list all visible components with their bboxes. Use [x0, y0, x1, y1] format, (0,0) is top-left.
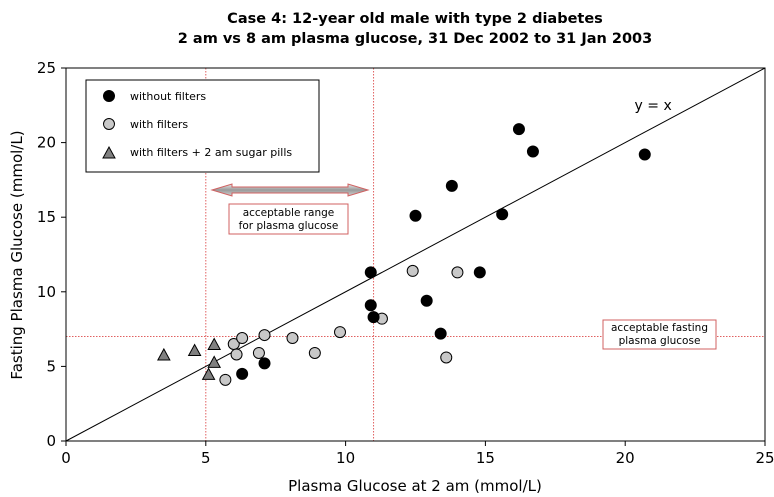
- data-point-without-filters: [496, 208, 509, 221]
- x-tick-label: 5: [201, 449, 211, 467]
- legend-marker-without-filters: [103, 90, 115, 102]
- data-point-without-filters: [512, 123, 525, 136]
- data-point-without-filters: [409, 209, 422, 222]
- x-tick-label: 0: [61, 449, 71, 467]
- identity-line-label: y = x: [635, 98, 672, 114]
- y-axis-label: Fasting Plasma Glucose (mmol/L): [8, 130, 26, 379]
- data-point-with-filters: [440, 351, 453, 364]
- range-annotation: acceptable range for plasma glucose: [228, 203, 349, 235]
- data-point-sugar-pills: [201, 367, 216, 380]
- y-axis: 0 5 10 15 20 25: [37, 59, 66, 450]
- legend-label-sugar-pills: with filters + 2 am sugar pills: [130, 146, 292, 159]
- double-arrow-icon: [210, 183, 370, 197]
- chart-subtitle: 2 am vs 8 am plasma glucose, 31 Dec 2002…: [178, 31, 652, 47]
- chart-title: Case 4: 12-year old male with type 2 dia…: [227, 11, 603, 27]
- data-points: [157, 123, 651, 386]
- data-point-with-filters: [451, 266, 464, 279]
- data-point-without-filters: [434, 327, 447, 340]
- y-tick-label: 25: [37, 59, 56, 77]
- data-point-without-filters: [638, 148, 651, 161]
- range-annotation-line2: for plasma glucose: [239, 220, 339, 232]
- data-point-without-filters: [364, 299, 377, 312]
- x-axis: 0 5 10 15 20 25: [61, 441, 774, 467]
- fasting-annotation: acceptable fasting plasma glucose: [602, 319, 717, 350]
- x-axis-label: Plasma Glucose at 2 am (mmol/L): [288, 477, 542, 495]
- legend-marker-sugar-pills: [102, 145, 116, 159]
- x-tick-label: 25: [755, 449, 774, 467]
- legend: without filters with filters with filter…: [85, 79, 320, 173]
- legend-box: [85, 79, 320, 173]
- data-point-without-filters: [473, 266, 486, 279]
- data-point-without-filters: [258, 357, 271, 370]
- plot-frame: [65, 67, 766, 442]
- x-tick-label: 20: [616, 449, 635, 467]
- x-tick-label: 15: [476, 449, 495, 467]
- legend-label-with-filters: with filters: [130, 118, 188, 131]
- data-point-with-filters: [334, 326, 347, 339]
- fasting-annotation-line1: acceptable fasting: [611, 322, 708, 334]
- y-tick-label: 0: [46, 432, 56, 450]
- range-arrow: [210, 183, 370, 197]
- identity-line: [65, 67, 766, 442]
- data-point-without-filters: [367, 311, 380, 324]
- legend-marker-with-filters: [103, 118, 115, 130]
- legend-label-without-filters: without filters: [130, 90, 206, 103]
- data-point-with-filters: [286, 332, 299, 345]
- data-point-sugar-pills: [207, 355, 222, 368]
- data-point-with-filters: [258, 329, 271, 342]
- range-annotation-line1: acceptable range: [243, 207, 335, 219]
- data-point-without-filters: [364, 266, 377, 279]
- x-tick-label: 10: [336, 449, 355, 467]
- identity-line-group: y = x: [65, 67, 766, 442]
- data-point-sugar-pills: [207, 337, 222, 351]
- data-point-with-filters: [230, 348, 243, 361]
- fasting-annotation-line2: plasma glucose: [619, 335, 701, 347]
- data-point-without-filters: [445, 179, 458, 192]
- data-point-with-filters: [219, 373, 232, 386]
- data-point-without-filters: [420, 294, 433, 307]
- data-point-with-filters: [252, 346, 265, 359]
- y-tick-label: 5: [46, 357, 56, 375]
- y-tick-label: 10: [37, 283, 56, 301]
- data-point-with-filters: [308, 346, 321, 359]
- y-tick-label: 20: [37, 134, 56, 152]
- data-point-with-filters: [236, 332, 249, 345]
- y-tick-label: 15: [37, 208, 56, 226]
- data-point-sugar-pills: [157, 347, 171, 361]
- data-point-without-filters: [526, 145, 539, 158]
- range-annotation-box: [228, 203, 349, 235]
- data-point-sugar-pills: [187, 343, 202, 356]
- fasting-annotation-box: [602, 319, 717, 350]
- data-point-with-filters: [406, 264, 419, 277]
- data-point-without-filters: [236, 367, 249, 380]
